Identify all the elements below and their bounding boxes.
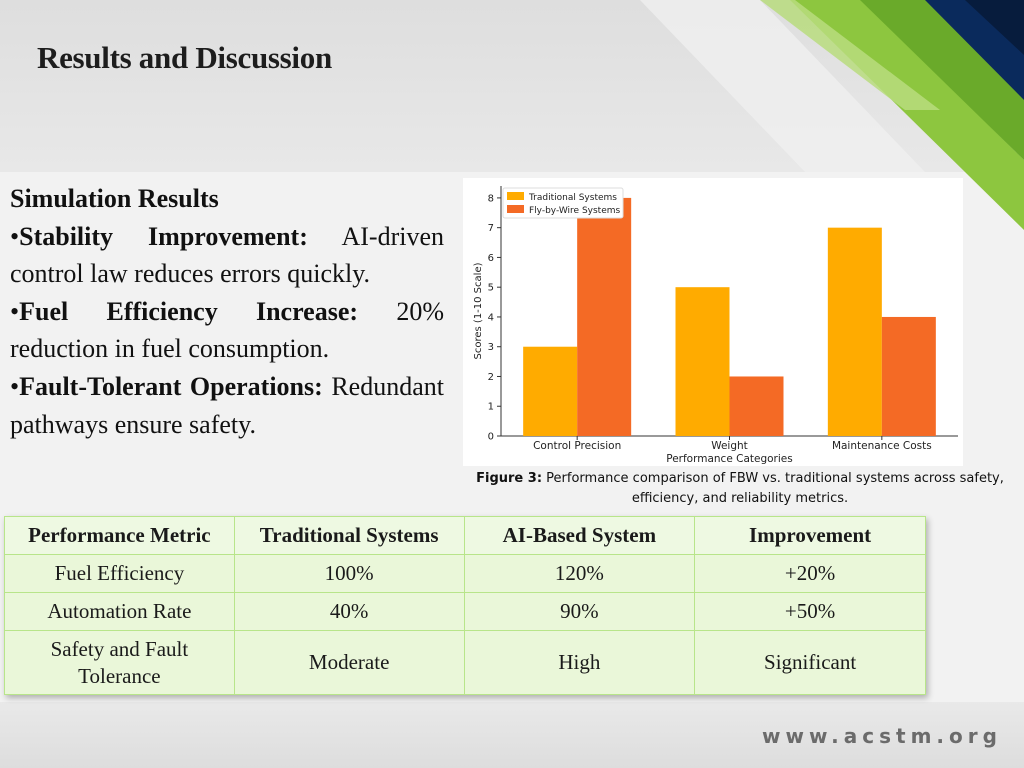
bullet-text: AI-driven control law reduces errors qui… <box>10 221 444 289</box>
bullet-fuel: •Fuel Efficiency Increase: 20% reduction… <box>10 296 444 364</box>
bar-fly-by-wire <box>577 197 632 436</box>
y-tick-label: 7 <box>488 223 494 234</box>
y-tick-label: 6 <box>488 253 494 264</box>
table-cell: Safety and Fault Tolerance <box>4 630 235 695</box>
column-header: AI-Based System <box>463 516 696 555</box>
legend-box <box>502 187 624 219</box>
table-header-row: Performance Metric Traditional Systems A… <box>4 516 926 555</box>
bar-chart: 0 1 2 3 4 5 6 7 8 Control Precision Weight Maintena… <box>473 186 958 465</box>
bar-fly-by-wire <box>729 376 784 436</box>
figure-caption: Figure 3: Performance comparison of FBW … <box>475 469 1005 509</box>
bar-traditional <box>523 346 578 436</box>
y-tick-label: 8 <box>488 193 494 204</box>
bullet-label: Fuel Efficiency Increase: <box>19 296 359 326</box>
table-cell: 40% <box>233 592 465 631</box>
y-tick-label: 5 <box>488 283 494 294</box>
y-tick-label: 4 <box>488 312 494 323</box>
slide-title: Results and Discussion <box>37 40 332 75</box>
bar-fly-by-wire <box>881 316 936 436</box>
bullet-text: Redundant pathways ensure safety. <box>10 371 444 439</box>
bullet-text: 20% reduction in fuel consumption. <box>10 296 444 364</box>
column-header: Traditional Systems <box>233 516 465 555</box>
table-cell: 120% <box>463 554 696 593</box>
x-tick-label: Control Precision <box>533 440 621 452</box>
table-cell: 90% <box>463 592 696 631</box>
legend-swatch <box>507 192 524 200</box>
table-cell: Moderate <box>233 630 465 695</box>
footer-url: www.acstm.org <box>762 724 1002 748</box>
caption-label: Figure 3: <box>476 471 543 486</box>
bar-traditional <box>827 227 882 436</box>
bullet-label: Stability Improvement: <box>19 221 308 251</box>
table-row: Automation Rate 40% 90% +50% <box>4 592 926 631</box>
bullet-label: Fault-Tolerant Operations: <box>19 371 323 401</box>
bar-chart-panel: 0 1 2 3 4 5 6 7 8 Control Precision Weight Maintena… <box>463 178 963 466</box>
table-row: Safety and Fault Tolerance Moderate High… <box>4 630 926 695</box>
bullet-stability: •Stability Improvement: AI-driven contro… <box>10 221 444 289</box>
caption-text: Performance comparison of FBW vs. tradit… <box>546 471 1004 506</box>
table-cell: +50% <box>694 592 926 631</box>
x-tick-label: Weight <box>711 440 748 452</box>
performance-table: Performance Metric Traditional Systems A… <box>4 516 926 695</box>
y-axis-title: Scores (1-10 Scale) <box>473 262 484 359</box>
section-heading: Simulation Results <box>10 184 219 213</box>
legend-swatch <box>507 205 524 213</box>
y-tick-label: 2 <box>488 372 494 383</box>
column-header: Improvement <box>694 516 926 555</box>
table-cell: High <box>463 630 696 695</box>
table-cell: Significant <box>694 630 926 695</box>
legend-label: Fly-by-Wire Systems <box>529 206 621 216</box>
column-header: Performance Metric <box>4 516 235 555</box>
y-tick-label: 1 <box>488 402 494 413</box>
y-tick-label: 0 <box>488 432 494 443</box>
footer-band <box>0 702 1024 768</box>
table-cell: Automation Rate <box>4 592 235 631</box>
table-cell: 100% <box>233 554 465 593</box>
bar-traditional <box>675 287 730 436</box>
x-axis-title: Performance Categories <box>666 453 792 465</box>
legend-label: Traditional Systems <box>528 193 617 203</box>
table-row: Fuel Efficiency 100% 120% +20% <box>4 554 926 593</box>
bullet-fault: •Fault-Tolerant Operations: Redundant pa… <box>10 371 444 439</box>
simulation-results: Simulation Results •Stability Improvemen… <box>10 180 444 443</box>
x-tick-label: Maintenance Costs <box>832 440 932 452</box>
y-tick-label: 3 <box>488 342 494 353</box>
table-cell: +20% <box>694 554 926 593</box>
table-cell: Fuel Efficiency <box>4 554 235 593</box>
